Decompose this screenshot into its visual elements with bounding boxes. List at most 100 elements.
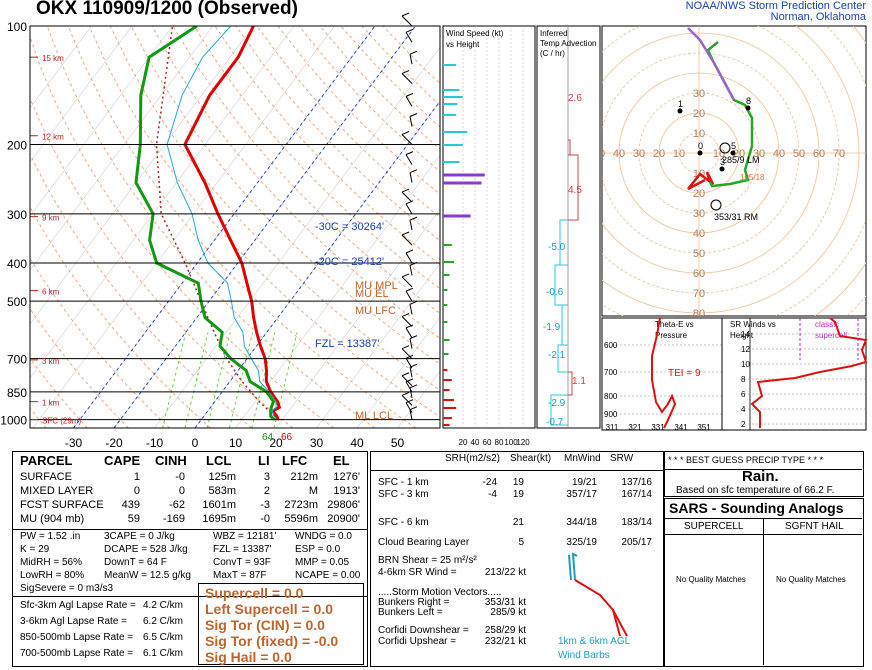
divider: [12, 596, 367, 597]
index-cell: WBZ = 12181': [213, 531, 277, 542]
pressure-label: 500: [7, 295, 27, 309]
precip-basis: Based on sfc temperature of 66.2 F.: [676, 485, 835, 496]
corfidi-upshear-value: 232/21 kt: [484, 636, 526, 647]
composite-value: Sig Tor (CIN) = 0.0: [205, 617, 325, 633]
wind-barb-shaft: [409, 409, 413, 420]
wind-barb-shaft: [405, 32, 413, 43]
hodograph-lm-label: 285/9 LM: [722, 155, 760, 165]
wind-barb-flag: [405, 28, 414, 33]
mixing-ratio-line: [273, 332, 298, 428]
dry-adiabat: [277, 26, 440, 195]
isotherm: [154, 46, 440, 428]
temp-label: 10: [229, 436, 243, 450]
hodograph-ring-label: 50: [593, 148, 605, 160]
wind-barb-flag: [405, 249, 414, 254]
temperature-point: [237, 56, 240, 58]
index-cell: PW = 1.52 .in: [20, 531, 81, 542]
hodograph-ring-label: 40: [773, 148, 785, 160]
dewpoint-point: [139, 94, 142, 97]
wind-barb-flag: [409, 216, 418, 221]
dewpoint-point: [197, 282, 200, 284]
lapse-rate-label: 3-6km Agl Lapse Rate =: [20, 616, 128, 627]
wind-speed-tick: 60: [483, 438, 492, 447]
index-cell: LowRH = 80%: [20, 570, 85, 581]
low-barb: [571, 552, 578, 581]
index-cell: 3CAPE = 0 J/kg: [104, 531, 175, 542]
annotation-fzl: FZL = 13387': [315, 338, 379, 350]
theta-e-xlabel: 321: [628, 423, 642, 432]
wind-barb-shaft: [405, 203, 413, 215]
isotherm: [235, 154, 440, 428]
height-label: 9 km: [42, 214, 60, 223]
parcel-cell: 2723m: [284, 499, 318, 511]
wind-speed-title: Wind Speed (kt): [446, 29, 504, 38]
theta-e-tick: 800: [604, 392, 618, 401]
wetbulb-line: [166, 26, 278, 420]
sr-winds-tick: 10: [741, 360, 750, 369]
temp-adv-title-2: Temp Advection: [540, 39, 596, 48]
wind-barb-shaft: [401, 191, 413, 203]
hodograph-height-label: 8: [746, 96, 751, 106]
storm-motion-title: .....Storm Motion Vectors.....: [378, 587, 502, 598]
temperature-point: [278, 406, 281, 409]
temp-advection-value: 2.6: [568, 93, 582, 104]
hodograph-ring-label: 80: [693, 308, 705, 320]
wind-barb-flag: [405, 378, 414, 383]
dry-adiabat: [30, 257, 170, 428]
temp-advection-value: -0.7: [546, 417, 564, 428]
isotherm: [30, 26, 214, 271]
kinematics-header: SRH(m2/s2): [445, 453, 501, 464]
wind-barb-flag: [405, 354, 414, 359]
bunkers-left-value: 285/9 kt: [490, 607, 526, 618]
wind-barb-shaft: [401, 134, 413, 145]
parcel-cell: MU (904 mb): [20, 513, 85, 525]
temp-adv-title-1: Inferred: [540, 29, 568, 38]
wind-barb-flag: [401, 131, 410, 135]
temperature-line: [183, 26, 282, 421]
parcel-cell: 1: [133, 471, 140, 483]
hodograph-height-dot: [745, 105, 751, 111]
org-line-1: NOAA/NWS Storm Prediction Center: [685, 0, 866, 12]
isotherm: [30, 26, 133, 163]
sfc-dewpoint-label: 64: [262, 432, 274, 443]
temp-advection-panel: [536, 25, 601, 429]
index-cell: ESP = 0.0: [295, 544, 341, 555]
wind-barb-flag: [401, 231, 410, 236]
hodograph-ring-label: 60: [693, 268, 705, 280]
hodograph-ring-label: 50: [693, 248, 705, 260]
hodograph-ring-label: 40: [613, 148, 625, 160]
sr-winds-tick: 4: [741, 405, 746, 414]
hodograph-height-label: 0: [698, 141, 703, 151]
kinematics-srh: -24: [482, 477, 497, 488]
isotherm: [113, 26, 416, 428]
dry-adiabat: [67, 26, 417, 428]
pressure-label: 300: [7, 208, 27, 222]
temp-advection-step: [557, 344, 568, 373]
dewpoint-point: [135, 181, 137, 184]
dewpoint-line: [134, 26, 276, 421]
kinematics-srw: 137/16: [621, 477, 652, 488]
wind-barb-flag: [409, 384, 418, 389]
precip-type: Rain.: [742, 468, 779, 485]
dry-adiabat: [30, 152, 252, 428]
theta-e-trace: [651, 317, 677, 429]
kinematics-row-label: SFC - 6 km: [378, 517, 429, 528]
theta-e-tick: 900: [604, 410, 618, 419]
skewt-plot-area: [30, 26, 440, 428]
kinematics-mnwind: 325/19: [566, 537, 597, 548]
dry-adiabat: [46, 26, 376, 428]
sars-column-divider: [763, 519, 764, 665]
sr-winds-tick: 6: [741, 390, 746, 399]
hodograph-trace-purple: [687, 27, 736, 101]
kinematics-panel: [370, 451, 664, 667]
kinematics-shear: 19: [512, 489, 524, 500]
index-cell: DownT = 64 F: [104, 557, 167, 568]
parcel-trace: [155, 26, 279, 421]
pressure-label: 400: [7, 257, 27, 271]
hodograph-area: 5040302010102030405060701020304050607080…: [593, 26, 866, 320]
temperature-point: [252, 316, 255, 319]
hodograph-ring-label: 20: [733, 148, 745, 160]
parcel-cell: FCST SURFACE: [20, 499, 104, 511]
wind-speed-tick: 20: [459, 438, 468, 447]
brn-shear: BRN Shear = 25 m²/s²: [378, 555, 477, 566]
